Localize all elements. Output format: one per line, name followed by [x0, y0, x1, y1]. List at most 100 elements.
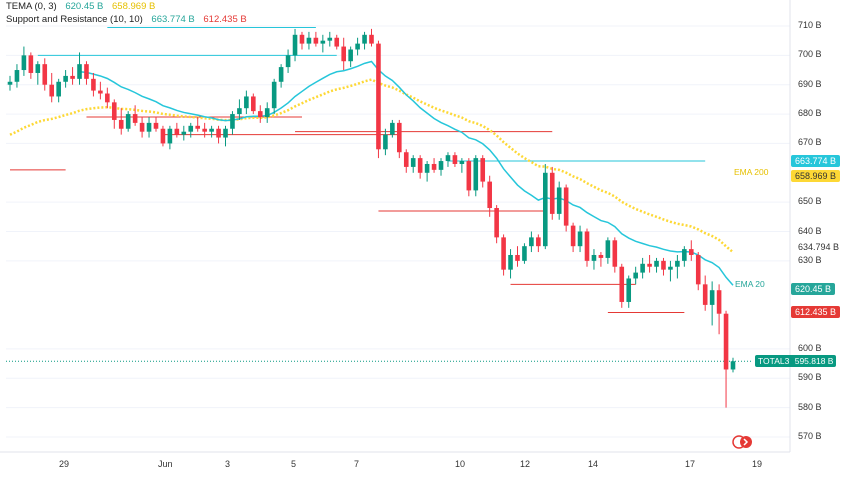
- ema200-line: [9, 78, 734, 254]
- tema-value2: 658.969 B: [112, 1, 156, 12]
- candle-body-96: [675, 260, 680, 267]
- candle-body-27: [195, 125, 201, 129]
- candle-body-4: [35, 64, 41, 73]
- candle-body-56: [397, 122, 402, 153]
- x-tick-label: 17: [685, 459, 696, 469]
- x-tick-label: 19: [752, 459, 763, 469]
- candle-body-76: [536, 237, 541, 247]
- y-tick-label: 630 B: [798, 254, 822, 265]
- candle-body-70: [494, 208, 499, 238]
- y-tick-label: 570 B: [798, 431, 822, 441]
- ema200-annotation: EMA 200: [734, 167, 769, 177]
- candle-body-45: [320, 40, 326, 44]
- candle-body-85: [598, 254, 604, 258]
- candle-body-24: [174, 128, 180, 135]
- candle-body-57: [403, 152, 409, 167]
- candle-body-101: [709, 290, 715, 305]
- candle-body-1: [14, 70, 20, 82]
- candle-body-15: [111, 102, 117, 120]
- candle-body-48: [341, 46, 346, 62]
- total-value: 595.818 B: [794, 356, 834, 366]
- ema20-annotation: EMA 20: [735, 279, 765, 289]
- sr-label: Support and Resistance (10, 10): [6, 14, 143, 25]
- candle-body-25: [181, 131, 187, 135]
- candle-body-11: [84, 64, 89, 79]
- candle-body-17: [125, 114, 131, 129]
- candle-body-90: [633, 272, 638, 279]
- x-tick-label: 5: [291, 459, 297, 469]
- ema200-badge: 658.969 B: [791, 170, 841, 182]
- tema-label: TEMA (0, 3): [6, 1, 57, 12]
- candle-body-26: [188, 125, 194, 132]
- candle-body-2: [21, 55, 27, 71]
- candle-body-18: [132, 114, 138, 123]
- candle-body-71: [501, 237, 506, 270]
- total-badge: TOTAL3 595.818 B: [755, 355, 837, 367]
- x-tick-label: Jun: [158, 459, 173, 469]
- resistance-badge: 663.774 B: [791, 155, 841, 167]
- candle-body-14: [105, 93, 110, 103]
- candle-body-97: [682, 249, 687, 261]
- y-tick-label: 690 B: [798, 78, 822, 89]
- x-tick-label: 29: [59, 459, 70, 469]
- sr-value-support: 612.435 B: [203, 14, 247, 25]
- candle-body-55: [390, 122, 395, 135]
- x-tick-label: 3: [225, 459, 231, 469]
- support-badge: 612.435 B: [791, 306, 841, 318]
- candle-body-93: [654, 260, 659, 267]
- candle-body-87: [612, 240, 618, 267]
- total-name: TOTAL3: [758, 356, 790, 366]
- candle-body-79: [556, 187, 562, 214]
- candle-body-83: [584, 231, 590, 261]
- candle-body-63: [445, 155, 451, 162]
- x-tick-label: 7: [354, 459, 360, 469]
- candle-body-51: [362, 34, 367, 44]
- candle-body-75: [529, 237, 534, 247]
- candle-body-38: [271, 81, 277, 109]
- candle-body-23: [167, 128, 173, 144]
- x-tick-label: 12: [520, 459, 531, 469]
- y-tick-label: 590 B: [798, 372, 822, 383]
- candle-body-82: [577, 231, 583, 247]
- candle-body-8: [63, 75, 68, 82]
- candle-body-100: [702, 284, 708, 305]
- candle-body-41: [292, 34, 298, 56]
- candle-body-40: [285, 55, 291, 68]
- candle-body-67: [473, 158, 479, 191]
- candle-body-9: [70, 75, 75, 79]
- level-label: 634.794 B: [798, 242, 840, 252]
- y-tick-label: 650 B: [798, 196, 822, 207]
- candle-body-88: [619, 266, 625, 302]
- candle-body-52: [369, 34, 374, 44]
- candle-body-47: [334, 37, 340, 47]
- y-tick-label: 640 B: [798, 225, 822, 236]
- candle-body-98: [688, 249, 694, 255]
- x-tick-label: 14: [588, 459, 599, 469]
- candle-body-86: [605, 240, 611, 258]
- candle-body-69: [487, 181, 492, 209]
- candle-body-49: [348, 49, 353, 62]
- candle-body-91: [640, 263, 645, 273]
- candle-body-36: [257, 111, 263, 118]
- candle-body-29: [209, 128, 214, 132]
- candle-body-53: [376, 43, 381, 150]
- candle-body-43: [306, 37, 312, 44]
- tema-value: 620.45 B: [65, 1, 104, 12]
- candle-body-44: [313, 37, 319, 44]
- candle-body-32: [230, 114, 235, 129]
- candle-body-95: [668, 266, 673, 270]
- candle-body-6: [49, 84, 55, 97]
- candle-body-92: [647, 263, 652, 267]
- candle-body-64: [452, 155, 458, 164]
- y-tick-label: 710 B: [798, 20, 822, 30]
- candle-body-12: [91, 78, 96, 91]
- candle-body-31: [223, 128, 228, 138]
- brand-logo-icon: [732, 435, 752, 449]
- candle-body-30: [216, 128, 221, 138]
- y-tick-label: 700 B: [798, 49, 822, 60]
- candle-body-42: [299, 34, 305, 44]
- candle-body-33: [237, 108, 242, 115]
- candle-body-19: [139, 122, 145, 132]
- ema20-badge: 620.45 B: [791, 283, 836, 295]
